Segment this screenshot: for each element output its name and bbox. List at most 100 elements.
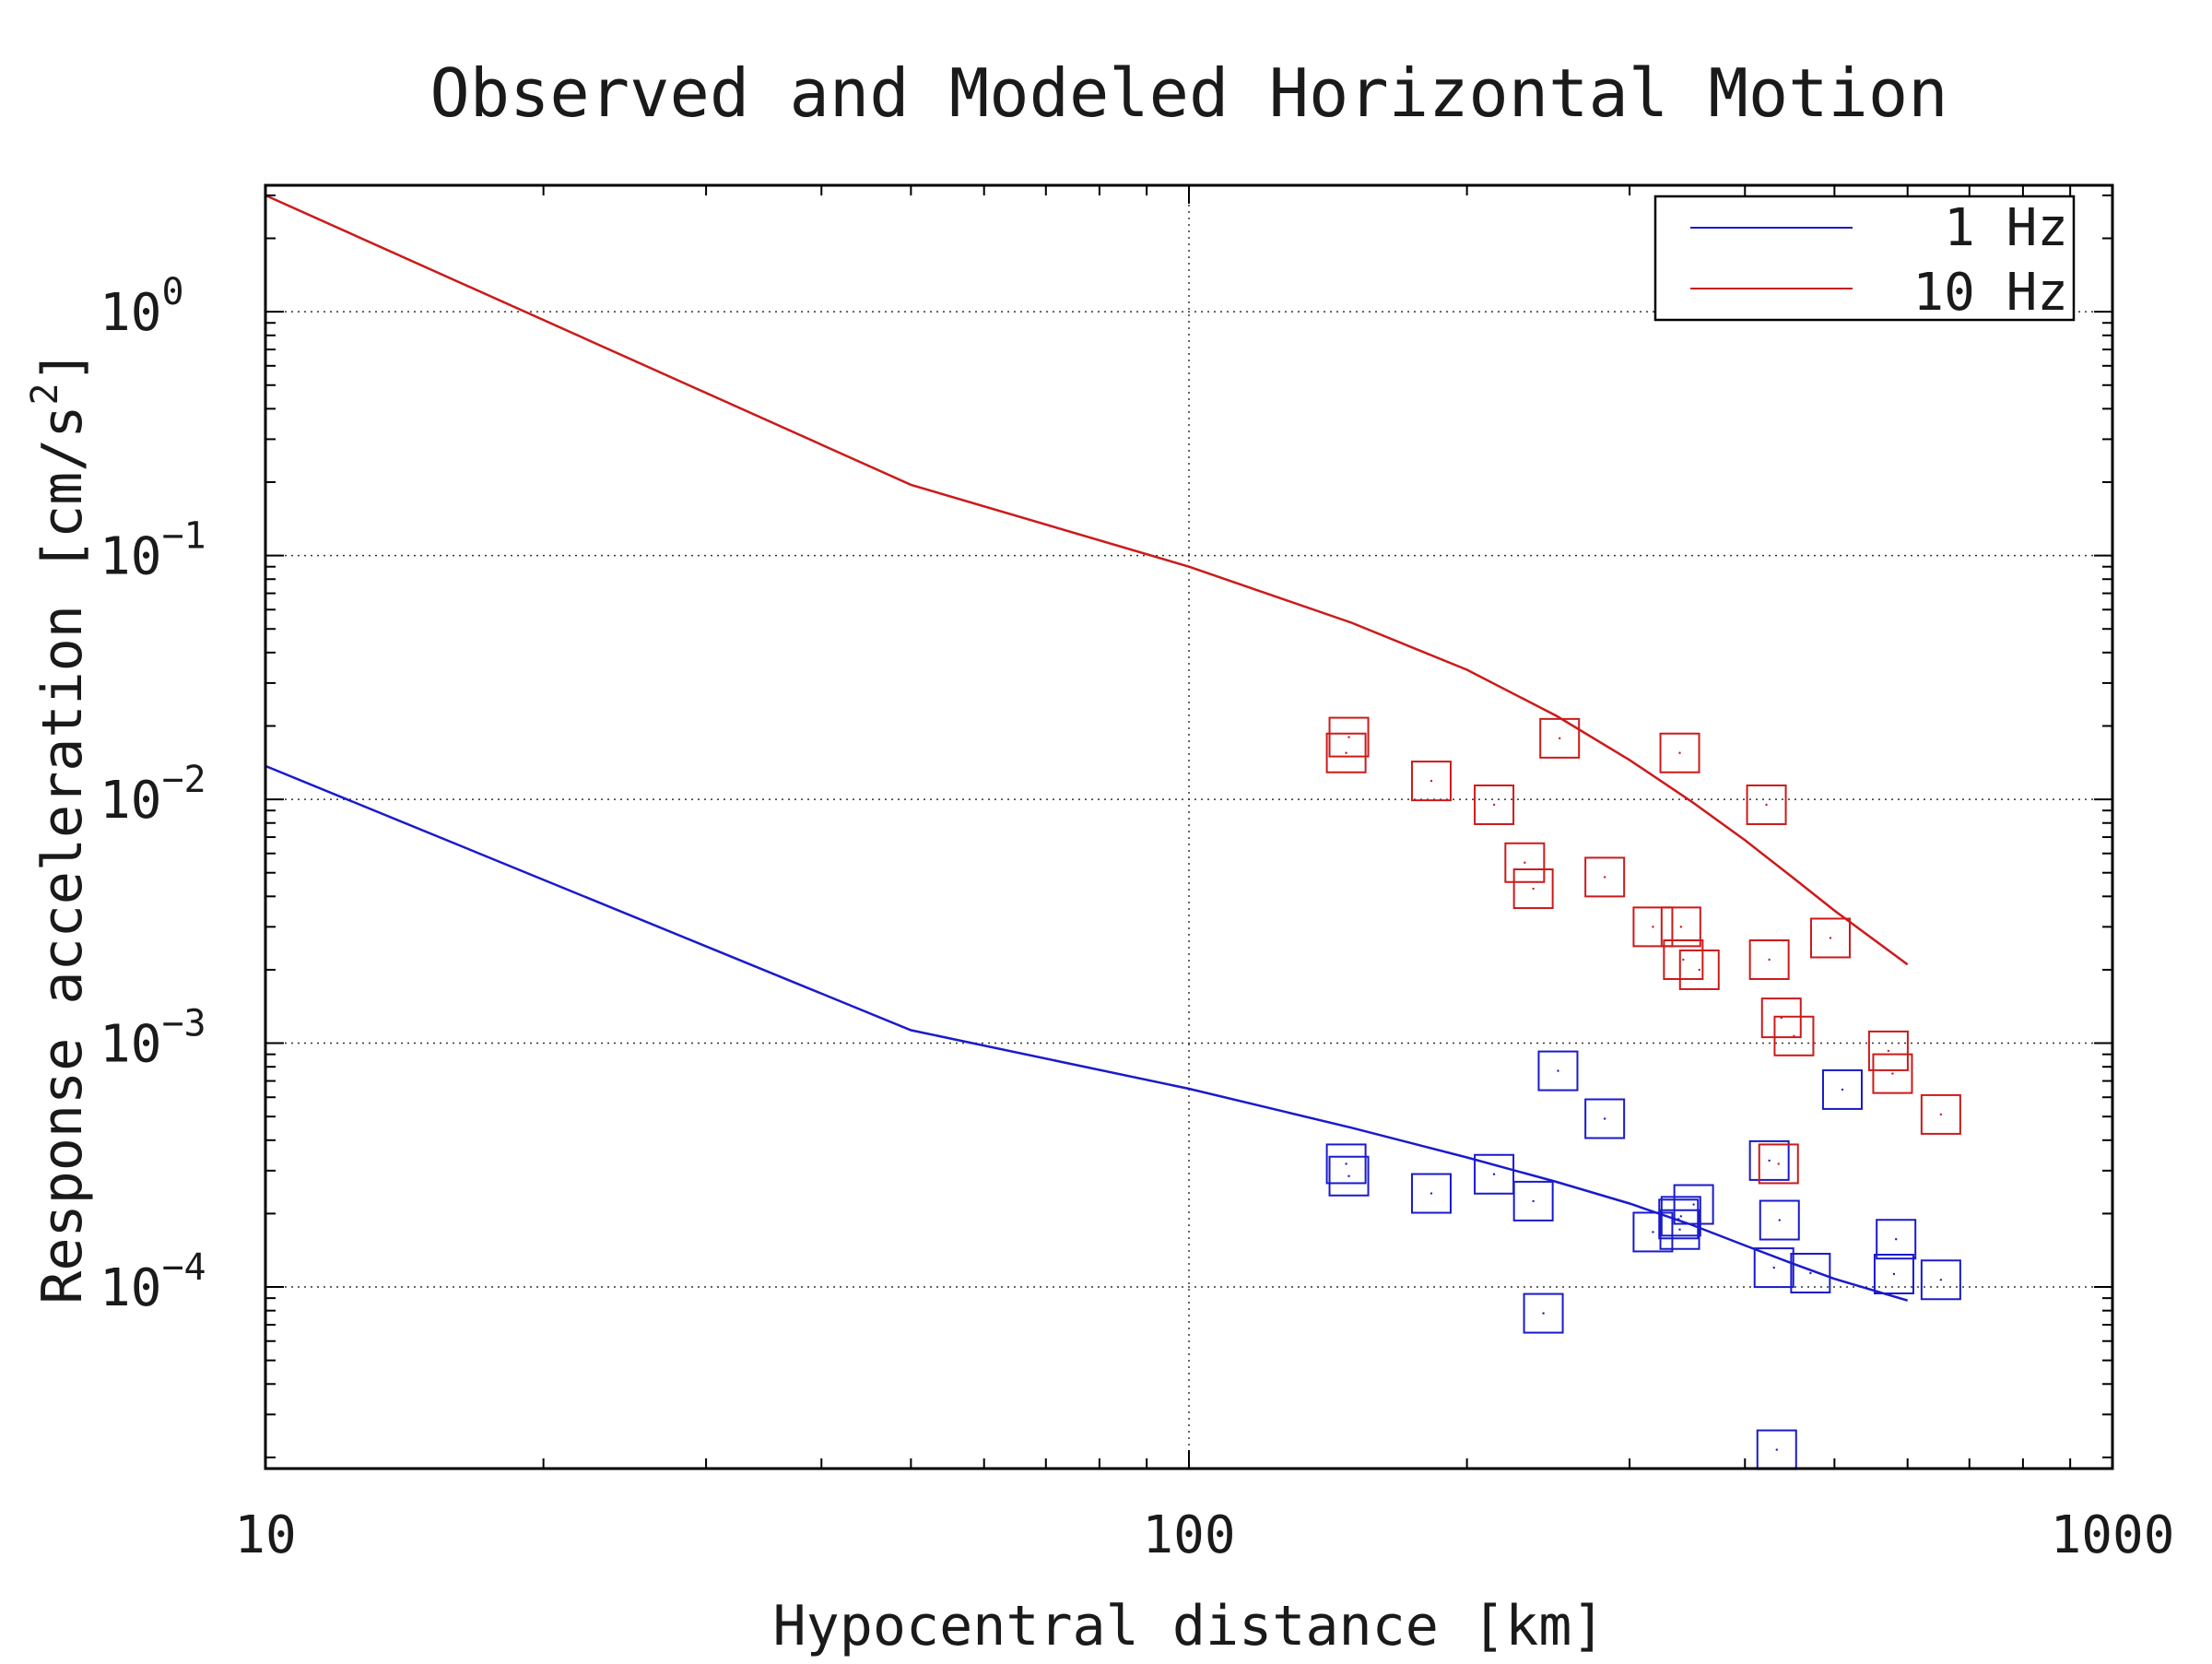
marker-10-hz-observed: [1758, 1143, 1799, 1185]
marker-dot-10-hz-observed: [1678, 751, 1681, 754]
chart-title: Observed and Modeled Horizontal Motion: [429, 54, 1947, 132]
marker-1-hz-observed: [1658, 1198, 1700, 1240]
marker-1-hz-observed: [1759, 1199, 1800, 1241]
marker-dot-10-hz-observed: [1345, 751, 1347, 754]
marker-1-hz-observed: [1537, 1050, 1579, 1092]
y-axis-label-end: ]: [30, 349, 95, 383]
legend-label-1hz: 1 Hz: [1944, 198, 2068, 258]
marker-dot-10-hz-observed: [1793, 1034, 1795, 1037]
marker-1-hz-observed: [1659, 1209, 1700, 1250]
marker-10-hz-observed: [1512, 868, 1554, 910]
marker-10-hz-observed: [1760, 997, 1802, 1039]
tick-layer: 10 100 1000 100 10−1 10−2 10−3 10−4: [100, 185, 2174, 1565]
marker-1-hz-observed: [1673, 1184, 1714, 1225]
marker-dot-1-hz-observed: [1603, 1117, 1606, 1120]
marker-dot-10-hz-observed: [1765, 803, 1768, 807]
marker-10-hz-observed: [1325, 732, 1367, 773]
marker-1-hz-observed: [1748, 1139, 1790, 1181]
legend-box: [1653, 195, 2076, 322]
legend-label-10hz: 10 Hz: [1912, 263, 2068, 323]
marker-dot-1-hz-observed: [1347, 1174, 1350, 1177]
marker-10-hz-observed: [1660, 906, 1701, 948]
series-line-1-hz: [265, 764, 1909, 1302]
marker-dot-10-hz-observed: [1777, 1162, 1780, 1165]
marker-dot-1-hz-observed: [1895, 1238, 1898, 1241]
marker-dot-1-hz-observed: [1772, 1266, 1775, 1269]
series-layer: [265, 194, 1961, 1470]
y-tick-label: 10−1: [100, 515, 206, 587]
marker-dot-10-hz-observed: [1524, 861, 1526, 864]
marker-dot-10-hz-observed: [1768, 958, 1771, 962]
marker-dot-10-hz-observed: [1492, 803, 1496, 807]
marker-dot-10-hz-observed: [1679, 926, 1683, 928]
marker-10-hz-observed: [1539, 717, 1581, 759]
marker-10-hz-observed: [1809, 917, 1851, 959]
marker-10-hz-observed: [1920, 1093, 1961, 1135]
marker-dot-1-hz-observed: [1841, 1088, 1844, 1092]
marker-1-hz-observed: [1920, 1259, 1961, 1301]
marker-dot-10-hz-observed: [1682, 958, 1685, 962]
marker-10-hz-observed: [1746, 784, 1787, 825]
marker-dot-10-hz-observed: [1532, 887, 1535, 891]
y-axis-label-base: Response acceleration [cm/s: [30, 405, 95, 1304]
marker-10-hz-observed: [1872, 1053, 1913, 1094]
marker-dot-10-hz-observed: [1603, 876, 1606, 879]
marker-1-hz-observed: [1873, 1253, 1914, 1294]
marker-1-hz-observed: [1632, 1211, 1674, 1253]
marker-dot-10-hz-observed: [1430, 779, 1433, 783]
y-tick-label: 10−4: [100, 1246, 206, 1318]
marker-1-hz-observed: [1753, 1247, 1794, 1289]
series-line-10-hz: [265, 194, 1909, 966]
marker-1-hz-observed: [1660, 1196, 1701, 1237]
marker-dot-10-hz-observed: [1887, 1049, 1890, 1053]
grid-layer: [265, 185, 2112, 1469]
legend: 1 Hz 10 Hz: [1653, 195, 2076, 323]
marker-dot-10-hz-observed: [1939, 1113, 1943, 1116]
x-tick-label: 100: [1142, 1505, 1235, 1565]
marker-dot-1-hz-observed: [1652, 1231, 1654, 1233]
marker-dot-1-hz-observed: [1692, 1203, 1695, 1206]
y-axis-label-sup: 2: [24, 383, 66, 405]
marker-dot-1-hz-observed: [1430, 1192, 1433, 1195]
marker-10-hz-observed: [1632, 906, 1674, 948]
marker-dot-1-hz-observed: [1557, 1069, 1559, 1072]
marker-10-hz-observed: [1584, 856, 1626, 898]
marker-dot-1-hz-observed: [1542, 1312, 1545, 1315]
marker-10-hz-observed: [1678, 949, 1720, 990]
x-axis-label: Hypocentral distance [km]: [772, 1594, 1605, 1658]
marker-10-hz-observed: [1773, 1015, 1815, 1056]
marker-1-hz-observed: [1523, 1292, 1564, 1334]
marker-dot-10-hz-observed: [1652, 926, 1654, 928]
marker-dot-1-hz-observed: [1809, 1271, 1812, 1275]
marker-dot-10-hz-observed: [1829, 937, 1832, 939]
marker-dot-1-hz-observed: [1678, 1228, 1681, 1231]
marker-10-hz-observed: [1504, 842, 1546, 883]
marker-1-hz-observed: [1512, 1180, 1554, 1221]
marker-dot-10-hz-observed: [1698, 968, 1700, 972]
marker-dot-10-hz-observed: [1559, 737, 1561, 740]
marker-dot-1-hz-observed: [1677, 1218, 1680, 1221]
x-tick-label: 1000: [2051, 1505, 2175, 1565]
marker-10-hz-observed: [1328, 716, 1370, 758]
marker-dot-1-hz-observed: [1492, 1173, 1496, 1175]
marker-10-hz-observed: [1663, 938, 1704, 980]
marker-1-hz-observed: [1584, 1098, 1626, 1139]
x-tick-label: 10: [234, 1505, 296, 1565]
marker-10-hz-observed: [1659, 732, 1700, 773]
marker-dot-1-hz-observed: [1775, 1448, 1778, 1451]
y-axis-label: Response acceleration [cm/s2]: [24, 349, 95, 1304]
marker-dot-10-hz-observed: [1891, 1072, 1894, 1075]
marker-dot-1-hz-observed: [1532, 1199, 1535, 1203]
y-tick-label: 10−2: [100, 759, 206, 831]
marker-10-hz-observed: [1410, 761, 1452, 802]
marker-1-hz-observed: [1790, 1252, 1831, 1293]
marker-1-hz-observed: [1410, 1173, 1452, 1214]
marker-dot-1-hz-observed: [1345, 1162, 1347, 1165]
marker-10-hz-observed: [1748, 938, 1790, 980]
y-tick-label: 10−3: [100, 1003, 206, 1075]
marker-dot-1-hz-observed: [1768, 1159, 1771, 1162]
marker-dot-10-hz-observed: [1347, 736, 1350, 738]
marker-dot-1-hz-observed: [1939, 1279, 1943, 1281]
